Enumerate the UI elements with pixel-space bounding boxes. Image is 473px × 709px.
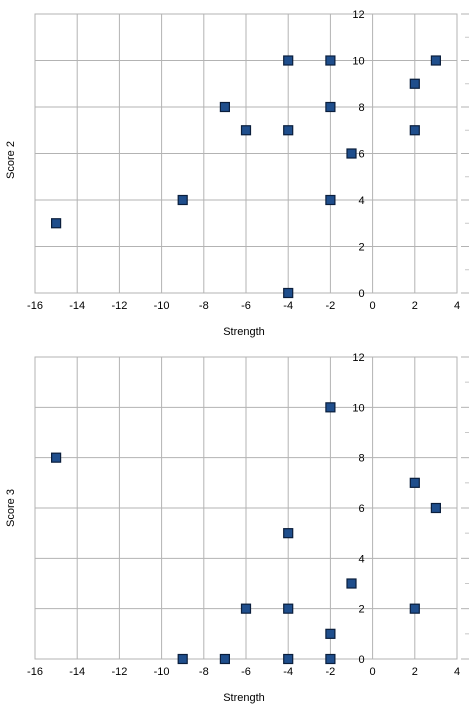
x-axis-title: Strength [223,326,265,338]
y-tick-label: 8 [358,453,364,465]
x-tick-labels: -16 -14 -12 -10 -8 -6 -4 -2 0 2 4 [27,666,460,678]
data-point [325,402,336,413]
x-tick-label: -16 [27,666,43,678]
x-tick-label: 2 [412,300,418,312]
data-points [50,402,441,665]
scatter-chart-score-2: -16 -14 -12 -10 -8 -6 -4 -2 0 2 4 0 2 4 6 8 10 12 Streng… [5,9,469,338]
plot-frame [34,356,458,660]
data-point [283,653,294,665]
gridlines [34,13,469,294]
data-point [283,287,294,299]
data-point [177,194,188,206]
data-point [283,55,294,66]
data-point [177,653,188,665]
plot-border [34,13,458,294]
x-tick-label: -8 [199,300,209,312]
y-axis-title: Score 2 [5,141,17,179]
x-tick-label: -4 [283,300,293,312]
data-point [283,603,294,614]
data-point [50,452,62,463]
data-points [50,55,441,299]
y-tick-label: 4 [358,553,364,565]
y-tick-labels: 0 2 4 6 8 10 12 [352,352,364,666]
data-point [409,125,420,136]
data-point [409,477,420,488]
data-point [325,194,336,206]
data-point [219,101,230,113]
y-tick-label: 6 [358,503,364,515]
data-point [325,628,336,639]
data-point [283,125,294,136]
plot-border [34,356,458,660]
data-point [325,101,336,113]
x-tick-label: -12 [111,300,127,312]
data-point [325,653,336,665]
y-tick-label: 6 [358,149,364,161]
x-tick-label: -2 [326,666,336,678]
x-tick-label: -2 [326,300,336,312]
x-axis-title: Strength [223,692,265,704]
y-tick-label: 2 [358,242,364,254]
y-tick-label: 10 [352,56,364,68]
y-tick-label: 12 [352,352,364,364]
data-point [240,603,252,614]
x-tick-label: -14 [69,300,85,312]
x-tick-labels: -16 -14 -12 -10 -8 -6 -4 -2 0 2 4 [27,300,460,312]
data-point [325,55,336,66]
data-point [219,653,230,665]
plot-frame [34,13,458,294]
x-tick-label: 4 [454,300,460,312]
x-tick-label: -14 [69,666,85,678]
scatter-chart-score-3: -16 -14 -12 -10 -8 -6 -4 -2 0 2 4 0 2 4 6 8 10 12 Streng… [5,352,469,704]
x-tick-label: 4 [454,666,460,678]
data-point [283,528,294,539]
data-point [430,55,441,66]
data-point [409,603,420,614]
data-point [430,502,441,514]
x-tick-label: 0 [370,300,376,312]
y-tick-labels: 0 2 4 6 8 10 12 [352,9,364,300]
x-tick-label: -6 [241,666,251,678]
gridlines [34,356,469,660]
x-tick-label: -10 [154,300,170,312]
data-point [50,218,62,229]
y-tick-label: 0 [358,654,364,666]
y-tick-label: 4 [358,195,364,207]
data-point [346,148,357,159]
x-tick-label: -16 [27,300,43,312]
x-tick-label: -8 [199,666,209,678]
x-tick-label: 2 [412,666,418,678]
y-tick-label: 2 [358,604,364,616]
y-tick-label: 12 [352,9,364,21]
data-point [346,578,357,589]
data-point [409,78,420,89]
x-tick-label: 0 [370,666,376,678]
data-point [240,125,252,136]
y-tick-label: 8 [358,102,364,114]
x-tick-label: -4 [283,666,293,678]
y-tick-label: 0 [358,288,364,300]
y-axis-title: Score 3 [5,489,17,527]
x-tick-label: -10 [154,666,170,678]
x-tick-label: -12 [111,666,127,678]
y-tick-label: 10 [352,402,364,414]
x-tick-label: -6 [241,300,251,312]
